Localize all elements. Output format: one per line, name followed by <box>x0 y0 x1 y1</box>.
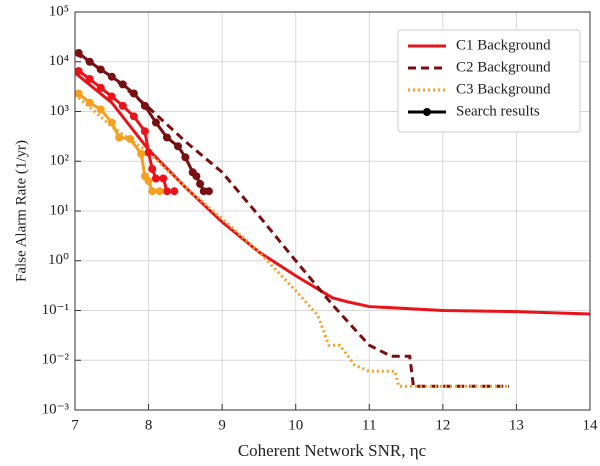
search-point <box>118 80 127 89</box>
search-point <box>140 101 149 110</box>
x-tick-label: 12 <box>435 417 450 433</box>
legend-label: C2 Background <box>456 59 551 75</box>
background-line <box>75 51 510 388</box>
search-point <box>74 89 83 98</box>
search-point <box>144 177 153 186</box>
y-tick-label: 10² <box>50 153 70 169</box>
search-point <box>107 118 116 127</box>
y-tick-label: 10⁻³ <box>42 401 70 417</box>
search-point <box>155 187 164 196</box>
search-point <box>126 135 135 144</box>
search-point <box>85 57 94 66</box>
y-tick-label: 10⁵ <box>49 3 69 19</box>
x-tick-label: 11 <box>362 417 376 433</box>
x-tick-label: 8 <box>145 417 153 433</box>
x-tick-label: 9 <box>218 417 226 433</box>
legend-swatch-dot <box>423 108 431 116</box>
search-point <box>96 105 105 114</box>
search-point <box>170 187 179 196</box>
y-axis-label: False Alarm Rate (1/yr) <box>13 140 29 282</box>
y-tick-label: 10³ <box>50 103 70 119</box>
search-point <box>140 127 149 136</box>
search-point <box>85 75 94 84</box>
y-tick-label: 10⁰ <box>48 252 69 268</box>
x-tick-label: 14 <box>583 417 599 433</box>
search-point <box>96 65 105 74</box>
search-point <box>159 174 168 183</box>
y-tick-label: 10⁻¹ <box>42 302 69 318</box>
search-point <box>96 83 105 92</box>
x-axis-label: Coherent Network SNR, ηc <box>238 441 427 460</box>
search-point <box>196 179 205 188</box>
legend-label: C1 Background <box>456 37 551 53</box>
search-point <box>85 98 94 107</box>
x-tick-label: 13 <box>509 417 524 433</box>
search-point <box>174 142 182 151</box>
search-point <box>162 133 171 142</box>
legend-label: C3 Background <box>456 81 551 97</box>
search-point <box>129 89 138 98</box>
search-point <box>148 164 157 173</box>
x-tick-label: 10 <box>288 417 303 433</box>
y-tick-label: 10⁻² <box>42 352 70 368</box>
background-line <box>75 93 510 388</box>
search-point <box>144 148 153 157</box>
y-tick-label: 10⁴ <box>49 53 69 69</box>
plot-frame <box>74 11 591 411</box>
y-tick-label: 10¹ <box>50 202 70 218</box>
legend-label: Search results <box>456 103 540 119</box>
search-point <box>181 153 190 162</box>
search-point <box>204 187 213 196</box>
legend-box <box>397 29 581 133</box>
search-point <box>151 174 160 183</box>
search-point <box>74 48 83 57</box>
search-point <box>115 133 124 142</box>
search-point <box>118 101 127 110</box>
search-line <box>77 51 209 193</box>
search-point <box>148 187 157 196</box>
search-point <box>107 72 116 81</box>
x-tick-label: 7 <box>71 417 79 433</box>
search-point <box>129 112 138 121</box>
search-point <box>151 118 160 127</box>
search-point <box>74 67 83 76</box>
search-point <box>107 92 116 101</box>
search-point <box>162 187 171 196</box>
search-point <box>192 172 201 181</box>
search-point <box>137 149 146 158</box>
